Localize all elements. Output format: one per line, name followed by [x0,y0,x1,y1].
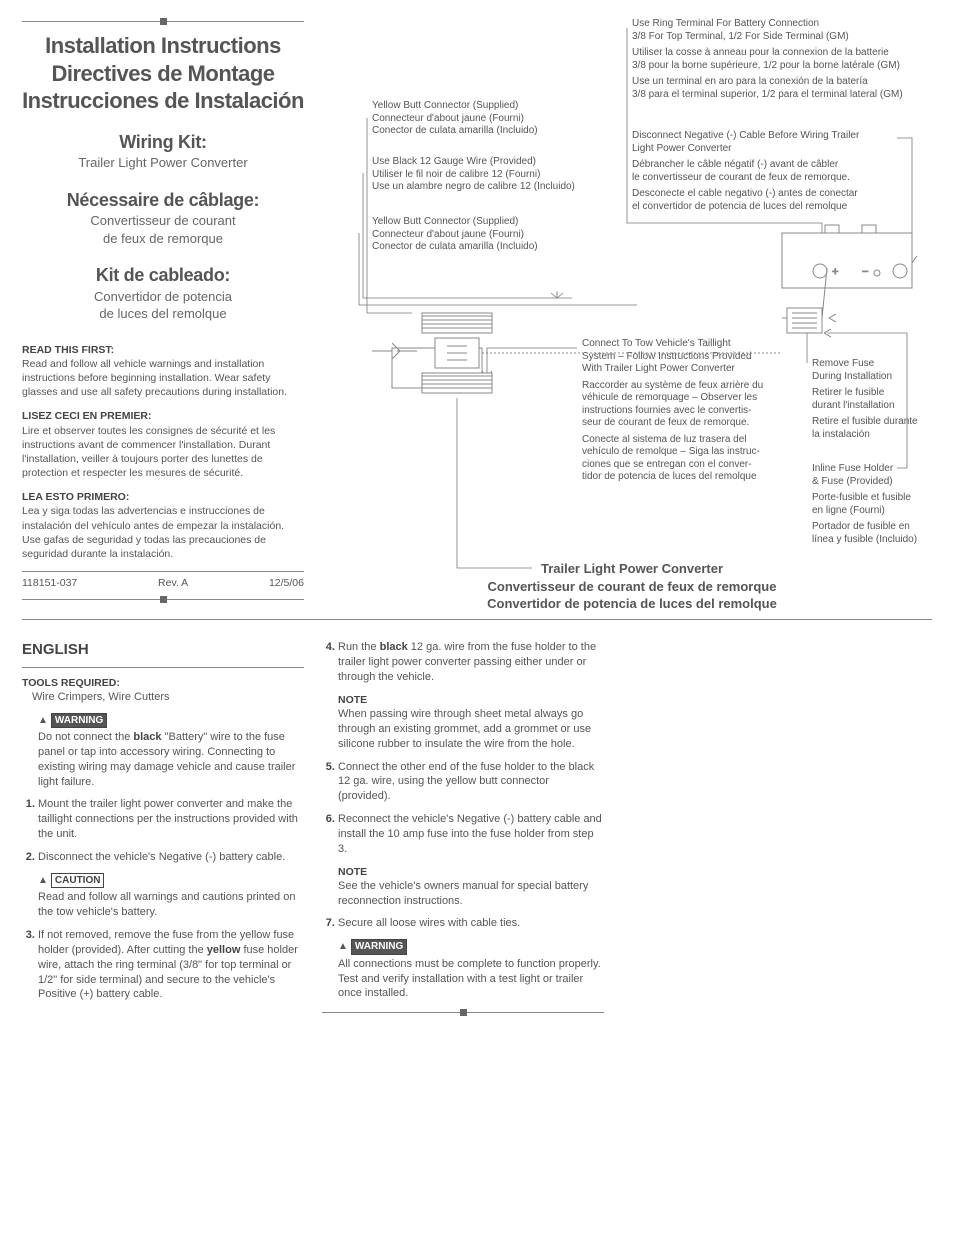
read-first-en: Read and follow all vehicle warnings and… [22,358,287,398]
rev: Rev. A [158,576,188,590]
read-first-es-hd: LEA ESTO PRIMERO: [22,491,129,503]
note1: When passing wire through sheet metal al… [338,707,604,752]
step-7: Secure all loose wires with cable ties. [338,916,604,931]
warning-label: WARNING [51,713,107,729]
kit-cableado-sub: Convertidor de potencia de luces del rem… [22,288,304,323]
read-first-es: Lea y siga todas las advertencias e inst… [22,505,284,560]
kit-cableado-hd: Kit de cableado: [22,263,304,287]
warning-1: Do not connect the black "Battery" wire … [38,730,304,789]
read-first-en-hd: READ THIS FIRST: [22,344,114,356]
read-first-fr: Lire et observer toutes les consignes de… [22,425,275,480]
tools-list: Wire Crimpers, Wire Cutters [22,690,304,705]
note1-hd: NOTE [338,693,604,707]
necessaire-sub: Convertisseur de courant de feux de remo… [22,212,304,247]
diag-title-fr: Convertisseur de courant de feux de remo… [332,578,932,596]
english-col-1: ENGLISH TOOLS REQUIRED: Wire Crimpers, W… [22,640,322,1022]
english-heading: ENGLISH [22,640,304,660]
svg-text:−: − [862,266,868,278]
note2-hd: NOTE [338,865,604,879]
caution-label: CAUTION [51,873,105,889]
main-title-fr: Directives de Montage [22,59,304,89]
wiring-kit-sub: Trailer Light Power Converter [22,154,304,172]
diag-title-es: Convertidor de potencia de luces del rem… [332,595,932,613]
rule-marker-icon [160,596,167,603]
caution-text: Read and follow all warnings and caution… [38,890,304,920]
warning-icon: ▲ [338,940,348,954]
read-first-fr-hd: LISEZ CECI EN PREMIER: [22,410,152,422]
main-title-en: Installation Instructions [22,31,304,61]
read-first-block: READ THIS FIRST: Read and follow all veh… [22,343,304,561]
step-4: Run the black 12 ga. wire from the fuse … [338,640,604,685]
part-number: 118151-037 [22,576,77,590]
step-1: Mount the trailer light power converter … [38,797,304,842]
step-6: Reconnect the vehicle's Negative (-) bat… [338,812,604,857]
tools-hd: TOOLS REQUIRED: [22,676,304,690]
diagram-title: Trailer Light Power Converter Convertiss… [332,560,932,613]
wiring-diagram: Use Ring Terminal For Battery Connection… [332,18,932,608]
step-5: Connect the other end of the fuse holder… [338,760,604,805]
svg-text:+: + [832,266,838,278]
diagram-column: Use Ring Terminal For Battery Connection… [322,18,932,609]
doc-id-row: 118151-037 Rev. A 12/5/06 [22,571,304,590]
english-col-2: Run the black 12 ga. wire from the fuse … [322,640,622,1022]
step-3: If not removed, remove the fuse from the… [38,928,304,1002]
warning2-label: WARNING [351,939,407,955]
warning-icon: ▲ [38,714,48,728]
diagram-svg: + − [332,18,932,608]
step-2: Disconnect the vehicle's Negative (-) ba… [38,850,304,865]
wiring-kit-hd: Wiring Kit: [22,130,304,154]
rule-marker-icon [160,18,167,25]
warning-2: All connections must be complete to func… [338,957,604,1002]
rule-marker-icon [460,1009,467,1016]
note2: See the vehicle's owners manual for spec… [338,879,604,909]
date: 12/5/06 [269,576,304,590]
diag-title-en: Trailer Light Power Converter [332,560,932,578]
title-column: Installation Instructions Directives de … [22,18,322,609]
caution-icon: ▲ [38,874,48,888]
main-title-es: Instrucciones de Instalación [22,86,304,116]
necessaire-hd: Nécessaire de câblage: [22,188,304,212]
